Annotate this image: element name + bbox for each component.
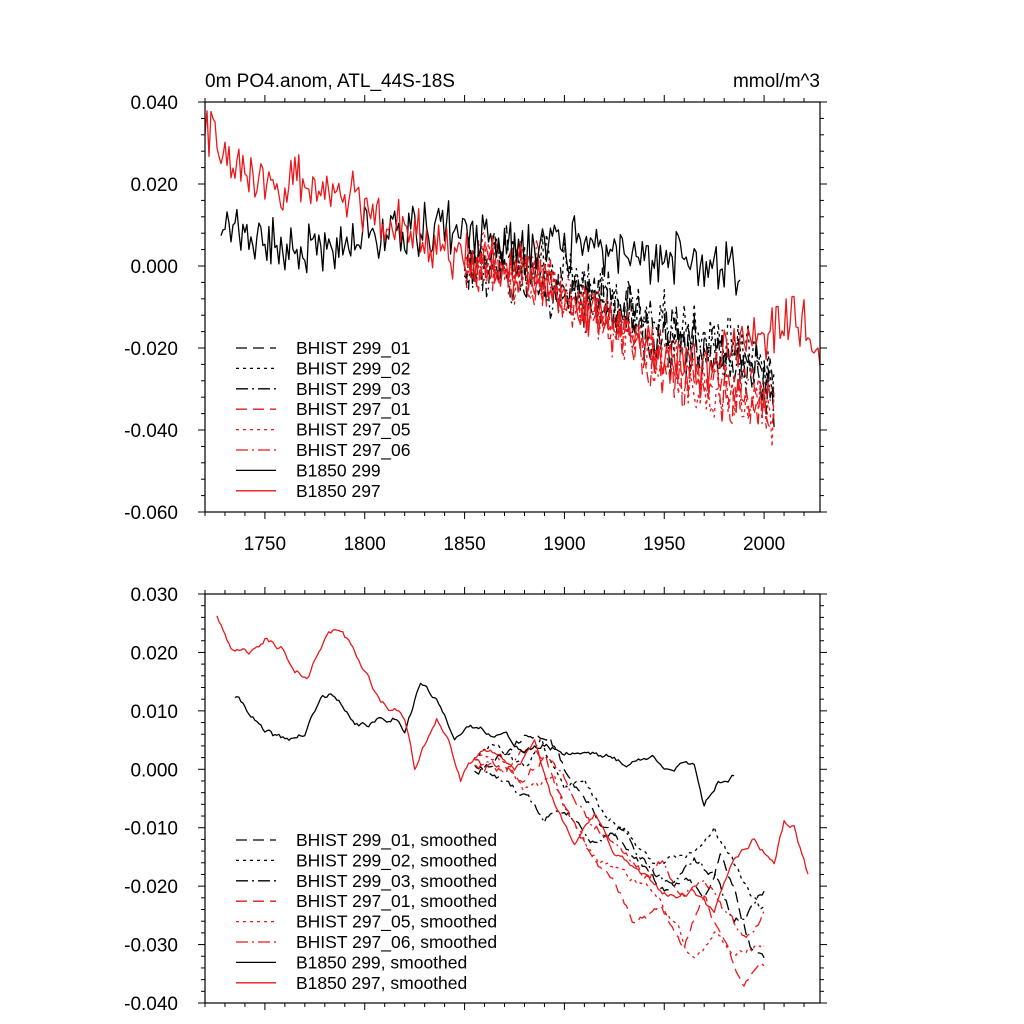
y-tick-label: -0.030: [124, 936, 178, 957]
bottom-panel-series: [216, 615, 809, 987]
legend-label: BHIST 297_05: [296, 420, 410, 441]
y-tick-label: -0.010: [124, 819, 178, 840]
y-tick-label: 0.000: [130, 760, 178, 781]
series-line-bhist-299-03-smoothed: [474, 764, 765, 923]
series-line-b1850-297-smoothed: [216, 615, 809, 914]
legend-label: BHIST 297_01, smoothed: [296, 891, 497, 912]
y-tick-label: -0.020: [124, 877, 178, 898]
legend-label: BHIST 299_01: [296, 338, 410, 359]
legend-label: BHIST 299_03: [296, 379, 410, 400]
legend-label: BHIST 299_02, smoothed: [296, 850, 497, 871]
legend-label: BHIST 297_06: [296, 440, 410, 461]
bottom-panel: -0.040 -0.030 -0.020 -0.010 0.000 0.010 0.020 0…: [124, 585, 827, 1015]
bottom-panel-ticks: -0.040 -0.030 -0.020 -0.010 0.000 0.010 0.020 0…: [124, 585, 827, 1015]
x-tick-label: 1750: [244, 534, 286, 555]
y-tick-label: -0.020: [124, 339, 178, 360]
legend-label: BHIST 297_01: [296, 399, 410, 420]
series-line-bhist-299-03: [463, 247, 775, 428]
series-line-b1850-297: [205, 110, 820, 389]
x-tick-label: 1950: [643, 534, 685, 555]
y-tick-label: 0.020: [130, 643, 178, 664]
legend-label: B1850 297: [296, 481, 381, 501]
y-tick-label: 0.020: [130, 175, 178, 196]
series-line-bhist-297-06-smoothed: [474, 747, 765, 938]
y-tick-label: 0.040: [130, 93, 178, 114]
top-panel-series: [205, 110, 820, 448]
x-tick-label: 1850: [443, 534, 485, 555]
series-line-b1850-299-smoothed: [234, 682, 735, 807]
legend-label: BHIST 297_06, smoothed: [296, 932, 497, 953]
legend-label: BHIST 299_03, smoothed: [296, 871, 497, 892]
x-tick-label: 1900: [543, 534, 585, 555]
legend-label: B1850 299, smoothed: [296, 952, 467, 972]
series-line-b1850-299: [220, 200, 741, 296]
units-label: mmol/m^3: [733, 71, 820, 92]
series-line-bhist-297-01: [463, 243, 775, 429]
bottom-panel-frame: [204, 593, 821, 1004]
legend-label: BHIST 299_01, smoothed: [296, 830, 497, 851]
legend-label: B1850 297, smoothed: [296, 973, 467, 993]
legend-label: B1850 299: [296, 460, 381, 480]
legend-label: BHIST 299_02: [296, 358, 410, 379]
y-tick-label: -0.040: [124, 421, 178, 442]
y-tick-label: -0.060: [124, 503, 178, 524]
y-tick-label: -0.040: [124, 994, 178, 1015]
top-panel: 1750 1800 1850 1900 1950 2000 -0.060 -0.040 -0.0…: [124, 93, 827, 555]
series-line-bhist-299-01-smoothed: [474, 733, 765, 959]
y-tick-label: 0.030: [130, 585, 178, 606]
plot-title: 0m PO4.anom, ATL_44S-18S: [205, 71, 455, 92]
series-line-bhist-297-05-smoothed: [474, 753, 765, 959]
y-tick-label: 0.000: [130, 257, 178, 278]
series-line-bhist-299-02-smoothed: [474, 738, 765, 910]
series-line-bhist-297-05: [463, 231, 775, 448]
top-panel-ticks: 1750 1800 1850 1900 1950 2000 -0.060 -0.040 -0.0…: [124, 93, 827, 555]
series-line-bhist-297-01-smoothed: [474, 753, 765, 987]
x-tick-label: 1800: [344, 534, 386, 555]
legend-label: BHIST 297_05, smoothed: [296, 912, 497, 933]
y-tick-label: 0.010: [130, 702, 178, 723]
top-panel-frame: [204, 101, 821, 513]
x-tick-label: 2000: [743, 534, 785, 555]
